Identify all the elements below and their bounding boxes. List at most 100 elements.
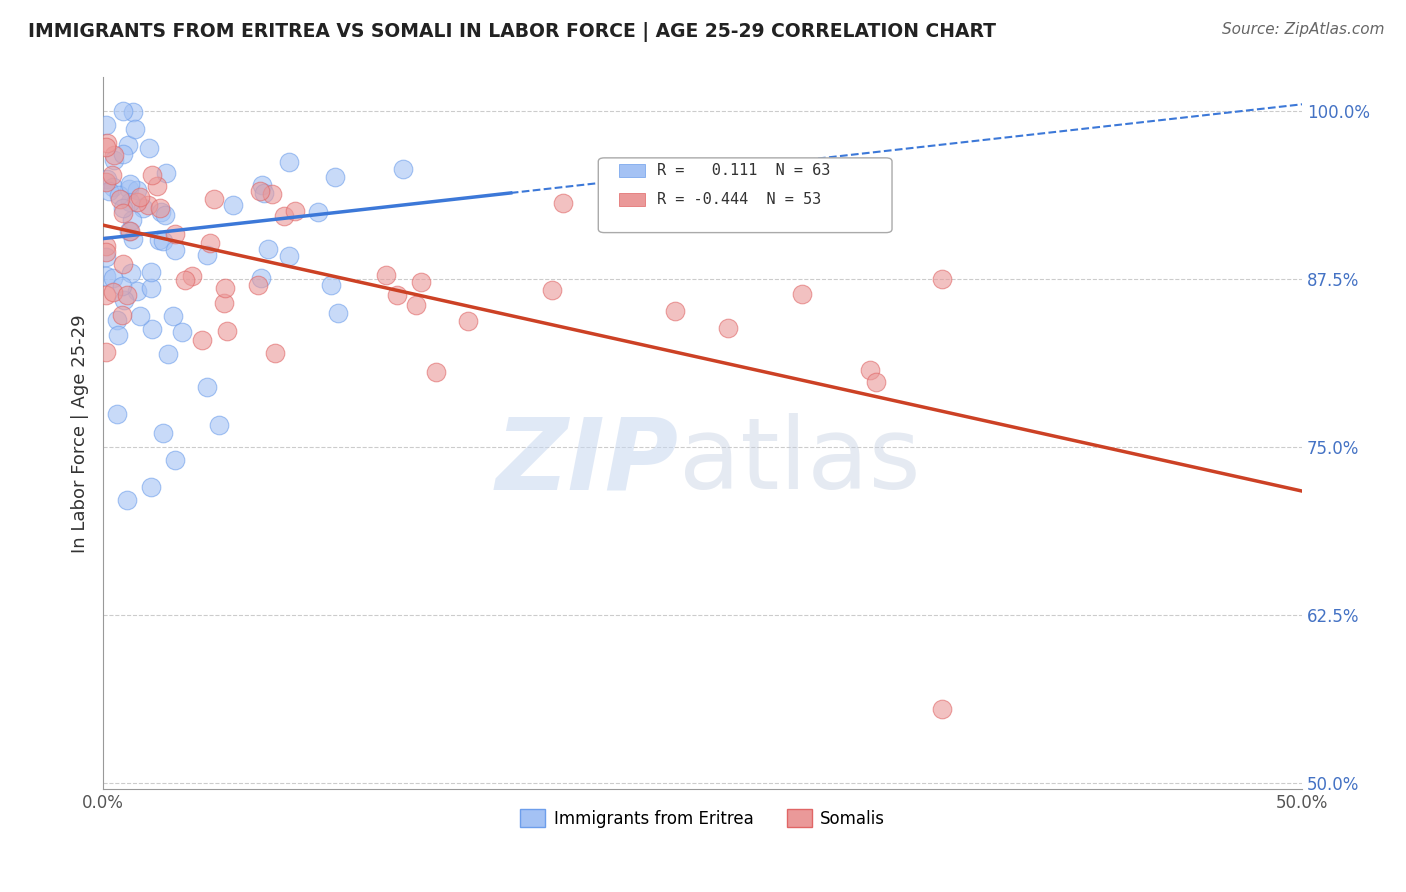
Point — [118, 182, 141, 196]
Point — [111, 279, 134, 293]
Point — [128, 310, 150, 324]
Point — [202, 192, 225, 206]
Point — [717, 320, 740, 334]
Text: R = -0.444  N = 53: R = -0.444 N = 53 — [657, 193, 821, 207]
Point — [141, 168, 163, 182]
Point — [105, 313, 128, 327]
Point — [124, 122, 146, 136]
Point — [249, 184, 271, 198]
Point — [94, 118, 117, 132]
Point — [170, 326, 193, 340]
Point — [792, 287, 814, 301]
Point — [374, 268, 396, 282]
Point — [141, 265, 163, 279]
Point — [278, 154, 301, 169]
Point — [457, 314, 479, 328]
Point — [321, 278, 343, 293]
Point — [198, 236, 221, 251]
Point — [105, 407, 128, 421]
Point — [858, 363, 880, 377]
Point — [96, 171, 118, 186]
Point — [278, 249, 301, 263]
Point — [108, 192, 131, 206]
Point — [323, 170, 346, 185]
Point — [157, 347, 180, 361]
Point — [553, 196, 575, 211]
Point — [117, 138, 139, 153]
Point — [165, 453, 187, 467]
Point — [101, 271, 124, 285]
Point — [94, 175, 117, 189]
Point — [153, 209, 176, 223]
Point — [307, 204, 329, 219]
Point — [112, 147, 135, 161]
Point — [931, 701, 953, 715]
Point — [252, 178, 274, 193]
Text: atlas: atlas — [679, 413, 921, 510]
Point — [664, 304, 686, 318]
Point — [118, 178, 141, 192]
Point — [111, 256, 134, 270]
Point — [174, 273, 197, 287]
Point — [392, 161, 415, 176]
Point — [163, 227, 186, 241]
Point — [152, 234, 174, 248]
Point — [385, 288, 408, 302]
Text: R =   0.111  N = 63: R = 0.111 N = 63 — [657, 163, 831, 178]
Point — [101, 285, 124, 300]
Point — [101, 168, 124, 182]
Point — [112, 293, 135, 307]
Point — [180, 269, 202, 284]
Point — [136, 198, 159, 212]
Point — [246, 277, 269, 292]
Point — [155, 166, 177, 180]
Point — [273, 209, 295, 223]
Point — [162, 309, 184, 323]
Point — [107, 327, 129, 342]
Y-axis label: In Labor Force | Age 25-29: In Labor Force | Age 25-29 — [72, 314, 89, 553]
Point — [122, 104, 145, 119]
Point — [865, 375, 887, 389]
Point — [411, 275, 433, 289]
Point — [262, 186, 284, 201]
Point — [111, 103, 134, 118]
Point — [215, 324, 238, 338]
Point — [284, 204, 307, 219]
Point — [94, 139, 117, 153]
Point — [103, 147, 125, 161]
Text: Source: ZipAtlas.com: Source: ZipAtlas.com — [1222, 22, 1385, 37]
Point — [118, 224, 141, 238]
Point — [121, 213, 143, 227]
Point — [138, 141, 160, 155]
Point — [115, 493, 138, 508]
Point — [127, 183, 149, 197]
Legend: Immigrants from Eritrea, Somalis: Immigrants from Eritrea, Somalis — [513, 803, 891, 834]
FancyBboxPatch shape — [619, 164, 645, 178]
FancyBboxPatch shape — [599, 158, 891, 233]
Point — [141, 322, 163, 336]
Point — [117, 288, 139, 302]
Point — [150, 204, 173, 219]
Point — [264, 346, 287, 360]
Point — [145, 179, 167, 194]
Point — [152, 426, 174, 441]
Point — [94, 244, 117, 259]
Point — [120, 194, 142, 209]
Point — [96, 136, 118, 150]
Text: ZIP: ZIP — [495, 413, 679, 510]
Point — [111, 205, 134, 219]
Point — [195, 248, 218, 262]
Point — [139, 281, 162, 295]
Point — [108, 188, 131, 202]
Point — [120, 266, 142, 280]
Point — [425, 365, 447, 379]
Point — [221, 198, 243, 212]
Point — [94, 288, 117, 302]
Point — [96, 250, 118, 264]
Point — [148, 201, 170, 215]
Point — [139, 480, 162, 494]
Point — [122, 231, 145, 245]
Point — [931, 272, 953, 286]
Point — [111, 309, 134, 323]
FancyBboxPatch shape — [619, 193, 645, 205]
